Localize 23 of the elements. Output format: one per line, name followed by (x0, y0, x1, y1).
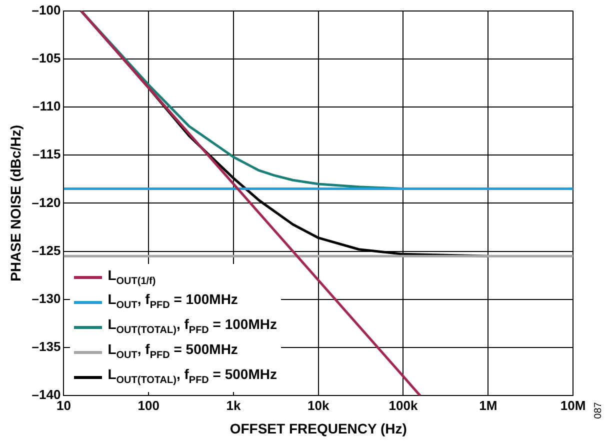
legend-label: L$_{OUT(1/f)}$ (108, 266, 156, 288)
y-tick-label: –115 (32, 146, 61, 162)
legend-label: L$_{OUT}$, f$_{PFD}$ = 100MHz (108, 290, 238, 314)
x-axis-title: OFFSET FREQUENCY (Hz) (230, 420, 407, 436)
y-tick-label: –130 (32, 290, 61, 306)
legend-label: L$_{OUT}$, f$_{PFD}$ = 500MHz (108, 340, 238, 363)
text: 087 (593, 402, 604, 419)
y-tick-label: –105 (32, 50, 61, 66)
y-tick-label: –140 (32, 387, 61, 402)
y-tick-label: –110 (32, 98, 61, 114)
y-tick-label: –120 (32, 194, 61, 210)
x-tick-label: 10M (560, 398, 586, 413)
y-axis-title: PHASE NOISE (dBc/Hz) (7, 125, 24, 282)
x-tick-label: 1k (226, 398, 242, 413)
legend-label: L$_{OUT(TOTAL)}$, f$_{PFD}$ = 500MHz (108, 364, 277, 388)
y-tick-label: –125 (32, 242, 61, 258)
legend-label: L$_{OUT(TOTAL)}$, f$_{PFD}$ = 100MHz (108, 315, 277, 338)
y-tick-label: –135 (32, 339, 61, 354)
x-tick-label: 1M (479, 398, 498, 413)
x-tick-label: 100k (388, 398, 418, 413)
x-tick-label: 10k (308, 398, 330, 413)
x-tick-label: 100 (138, 398, 160, 413)
y-tick-label: –100 (32, 2, 61, 18)
